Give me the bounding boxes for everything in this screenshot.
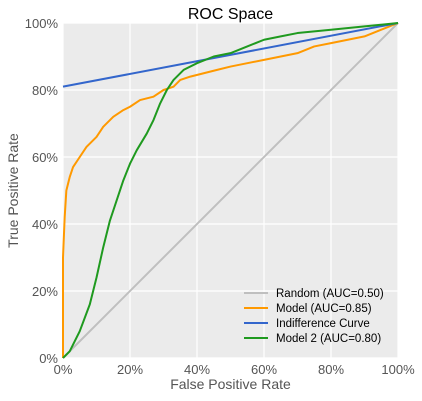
y-tick-label: 100% (25, 16, 59, 31)
series-line-indifference-curve (62, 22, 399, 88)
x-axis-title: False Positive Rate (170, 376, 291, 392)
grid-lines (62, 22, 399, 359)
legend-label: Model (AUC=0.85) (276, 303, 372, 315)
y-tick-label: 20% (32, 284, 58, 299)
chart-title: ROC Space (188, 6, 273, 23)
y-axis-title: True Positive Rate (5, 133, 21, 248)
y-tick-label: 60% (32, 150, 58, 165)
x-tick-label: 20% (117, 362, 143, 377)
x-tick-label: 60% (251, 362, 277, 377)
x-tick-label: 80% (318, 362, 344, 377)
legend-label: Model 2 (AUC=0.80) (276, 333, 381, 345)
series-line-random-auc-0-50 (62, 22, 399, 359)
legend-label: Indifference Curve (276, 318, 370, 330)
series-lines (62, 22, 399, 359)
x-tick-label: 100% (381, 362, 415, 377)
y-tick-label: 0% (39, 351, 58, 366)
tick-labels: 0% 20% 40% 60% 80% 100% 0% 20% 40% 60% 80% 100% (25, 16, 415, 377)
y-tick-label: 80% (32, 83, 58, 98)
legend: Random (AUC=0.50) Model (AUC=0.85) Indiffe… (244, 288, 384, 345)
legend-label: Random (AUC=0.50) (276, 288, 384, 300)
y-tick-label: 40% (32, 217, 58, 232)
series-line-model-2-auc-0-80 (62, 22, 399, 359)
x-tick-label: 40% (184, 362, 210, 377)
x-tick-label: 0% (54, 362, 73, 377)
